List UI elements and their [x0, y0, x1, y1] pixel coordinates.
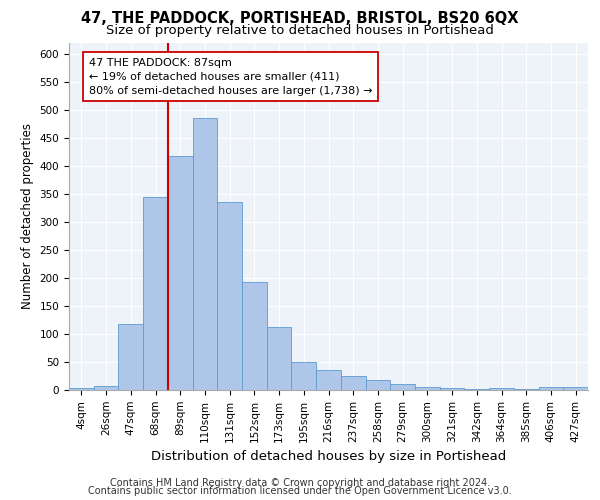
Bar	[267, 327, 292, 390]
Bar	[489, 388, 514, 390]
X-axis label: Distribution of detached houses by size in Portishead: Distribution of detached houses by size …	[151, 450, 506, 463]
Y-axis label: Number of detached properties: Number of detached properties	[21, 123, 34, 309]
Bar	[242, 282, 267, 390]
Bar	[118, 324, 143, 390]
Bar	[464, 389, 489, 390]
Text: 47, THE PADDOCK, PORTISHEAD, BRISTOL, BS20 6QX: 47, THE PADDOCK, PORTISHEAD, BRISTOL, BS…	[81, 11, 519, 26]
Text: Contains HM Land Registry data © Crown copyright and database right 2024.: Contains HM Land Registry data © Crown c…	[110, 478, 490, 488]
Bar	[563, 386, 588, 390]
Bar	[390, 384, 415, 390]
Bar	[217, 202, 242, 390]
Bar	[69, 388, 94, 390]
Bar	[415, 387, 440, 390]
Bar	[193, 118, 217, 390]
Bar	[94, 386, 118, 390]
Bar	[341, 376, 365, 390]
Bar	[316, 370, 341, 390]
Bar	[292, 362, 316, 390]
Bar	[440, 388, 464, 390]
Text: 47 THE PADDOCK: 87sqm
← 19% of detached houses are smaller (411)
80% of semi-det: 47 THE PADDOCK: 87sqm ← 19% of detached …	[89, 58, 372, 96]
Bar	[539, 387, 563, 390]
Bar	[168, 156, 193, 390]
Text: Size of property relative to detached houses in Portishead: Size of property relative to detached ho…	[106, 24, 494, 37]
Bar	[143, 196, 168, 390]
Bar	[365, 380, 390, 390]
Bar	[514, 389, 539, 390]
Text: Contains public sector information licensed under the Open Government Licence v3: Contains public sector information licen…	[88, 486, 512, 496]
